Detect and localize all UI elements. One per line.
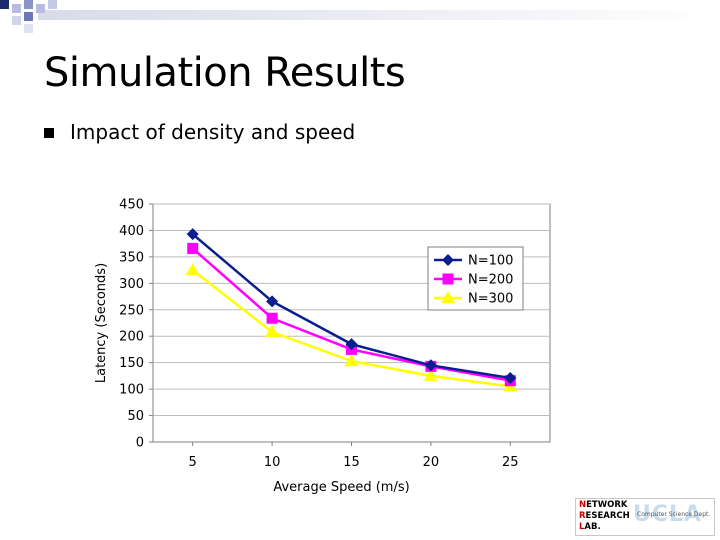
logo-department: Computer Science Dept. (637, 511, 711, 518)
slide-title: Simulation Results (44, 50, 406, 96)
y-tick-label: 350 (119, 250, 144, 265)
data-point-n-200 (187, 242, 199, 254)
x-tick-label: 15 (343, 455, 360, 470)
x-tick-label: 25 (502, 455, 519, 470)
logo-initial-r: R (579, 511, 586, 521)
data-point-n-200 (266, 312, 278, 324)
data-point-n-100 (345, 338, 358, 351)
y-tick-label: 250 (119, 303, 144, 318)
x-axis-label: Average Speed (m/s) (273, 480, 409, 495)
y-tick-label: 150 (119, 356, 144, 371)
data-point-n-100 (504, 372, 517, 385)
data-point-n-100 (266, 295, 279, 308)
legend-label-n-300: N=300 (468, 292, 513, 307)
legend-marker-n-300 (441, 291, 455, 303)
network-research-lab-logo: UCLA NETWORK RESEARCH LAB. Computer Scie… (575, 498, 715, 536)
y-tick-label: 450 (119, 198, 144, 213)
y-tick-label: 400 (119, 224, 144, 239)
y-tick-label: 50 (127, 409, 144, 424)
bullet-marker (44, 128, 54, 138)
data-point-n-300 (344, 354, 359, 367)
x-tick-label: 20 (423, 455, 440, 470)
header-checker-decoration (0, 0, 720, 33)
y-tick-label: 200 (119, 330, 144, 345)
x-tick-label: 10 (264, 455, 281, 470)
data-point-n-300 (185, 263, 200, 276)
legend-marker-n-100 (442, 254, 454, 266)
logo-text: NETWORK RESEARCH LAB. (579, 500, 630, 533)
logo-word-research: ESEARCH (585, 511, 630, 521)
logo-word-network: ETWORK (586, 500, 628, 510)
data-point-n-100 (186, 228, 199, 241)
data-point-n-300 (265, 324, 280, 337)
legend-label-n-100: N=100 (468, 254, 513, 269)
plot-area (152, 203, 551, 443)
latency-chart: 0 50 100 150 200 250 300 350 400 450 5 10 15 20 25 Aver… (94, 198, 551, 495)
bullet-text: Impact of density and speed (70, 120, 356, 144)
logo-word-lab: AB. (584, 522, 601, 532)
x-tick-label: 5 (189, 455, 197, 470)
data-point-n-100 (424, 359, 437, 372)
y-axis-label: Latency (Seconds) (94, 263, 109, 383)
legend-label-n-200: N=200 (468, 273, 513, 288)
y-tick-label: 0 (136, 436, 144, 451)
y-tick-label: 100 (119, 383, 144, 398)
data-point-n-300 (423, 368, 438, 381)
legend-marker-n-200 (442, 273, 454, 285)
y-tick-label: 300 (119, 277, 144, 292)
logo-initial-n: N (579, 500, 587, 510)
logo-initial-l: L (579, 522, 585, 532)
logo-border (575, 498, 715, 536)
